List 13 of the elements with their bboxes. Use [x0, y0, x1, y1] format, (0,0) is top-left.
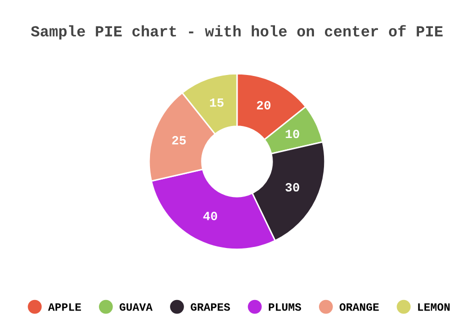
legend-label: APPLE [48, 303, 81, 311]
data-label: 20 [256, 100, 270, 110]
data-label: 30 [285, 183, 300, 192]
legend-label: GUAVA [120, 303, 153, 311]
data-label: 15 [210, 98, 224, 107]
legend-label: LEMON [418, 303, 450, 311]
data-label: 40 [203, 212, 218, 220]
legend-label: PLUMS [268, 303, 302, 311]
chart-title: Sample PIE chart - with hole on center of PIE [30, 25, 443, 40]
legend-label: GRAPES [190, 303, 230, 311]
data-label: 25 [172, 136, 186, 145]
data-label: 10 [286, 130, 300, 138]
legend-label: ORANGE [340, 303, 379, 311]
